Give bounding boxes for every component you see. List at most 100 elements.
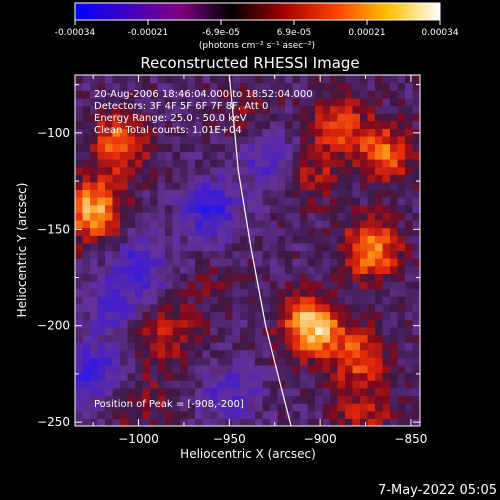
- heatmap-cell: [262, 166, 271, 175]
- heatmap-cell: [217, 250, 226, 259]
- heatmap-cell: [292, 288, 301, 297]
- heatmap-cell: [255, 311, 264, 320]
- heatmap-cell: [315, 120, 324, 130]
- heatmap-cell: [97, 235, 106, 244]
- heatmap-cell: [75, 357, 84, 366]
- heatmap-cell: [277, 197, 286, 206]
- heatmap-cell: [277, 82, 286, 91]
- heatmap-cell: [90, 128, 99, 137]
- heatmap-cell: [232, 136, 241, 145]
- heatmap-cell: [90, 97, 99, 107]
- heatmap-cell: [360, 97, 369, 107]
- heatmap-cell: [307, 181, 316, 191]
- heatmap-cell: [277, 364, 286, 374]
- heatmap-cell: [202, 319, 211, 328]
- heatmap-cell: [172, 97, 181, 107]
- heatmap-cell: [142, 212, 151, 221]
- heatmap-cell: [232, 105, 241, 114]
- heatmap-cell: [142, 372, 151, 381]
- heatmap-cell: [360, 372, 369, 381]
- heatmap-cell: [255, 273, 264, 282]
- heatmap-cell: [142, 364, 151, 374]
- heatmap-cell: [390, 235, 399, 244]
- heatmap-cell: [202, 75, 211, 84]
- heatmap-cell: [270, 311, 279, 320]
- heatmap-cell: [360, 418, 369, 426]
- heatmap-cell: [285, 136, 294, 145]
- heatmap-cell: [352, 212, 361, 221]
- heatmap-cell: [262, 288, 271, 297]
- heatmap-cell: [135, 258, 144, 267]
- heatmap-cell: [75, 151, 84, 160]
- heatmap-cell: [180, 189, 189, 198]
- heatmap-cell: [330, 410, 339, 419]
- heatmap-cell: [105, 288, 114, 297]
- heatmap-cell: [157, 143, 166, 152]
- heatmap-cell: [187, 357, 196, 366]
- heatmap-cell: [270, 342, 279, 351]
- footer-date: 7-May-2022 05:05: [378, 483, 497, 498]
- heatmap-cell: [75, 281, 84, 290]
- heatmap-cell: [270, 403, 279, 412]
- heatmap-cell: [382, 189, 391, 198]
- heatmap-cell: [82, 258, 91, 267]
- heatmap-cell: [172, 120, 181, 130]
- heatmap-cell: [337, 197, 346, 206]
- heatmap-cell: [195, 372, 204, 381]
- heatmap-cell: [300, 319, 309, 328]
- heatmap-cell: [240, 189, 249, 198]
- heatmap-cell: [135, 403, 144, 412]
- heatmap-cell: [105, 197, 114, 206]
- heatmap-cell: [97, 204, 106, 213]
- heatmap-cell: [112, 334, 121, 343]
- heatmap-cell: [105, 75, 114, 84]
- heatmap-cell: [90, 380, 99, 389]
- heatmap-cell: [82, 296, 91, 305]
- heatmap-cell: [315, 158, 324, 168]
- heatmap-cell: [210, 82, 219, 91]
- heatmap-cell: [180, 82, 189, 91]
- heatmap-cell: [232, 250, 241, 259]
- heatmap-cell: [397, 219, 406, 229]
- heatmap-cell: [330, 90, 339, 99]
- heatmap-cell: [180, 319, 189, 328]
- heatmap-cell: [405, 105, 414, 114]
- heatmap-cell: [120, 242, 129, 252]
- heatmap-cell: [112, 319, 121, 328]
- info-clean-counts: Clean Total counts: 1.01E+04: [94, 125, 242, 136]
- heatmap-cell: [292, 326, 301, 336]
- heatmap-cell: [277, 235, 286, 244]
- heatmap-cell: [352, 181, 361, 191]
- heatmap-cell: [412, 113, 420, 122]
- heatmap-cell: [210, 250, 219, 259]
- heatmap-cell: [367, 303, 376, 313]
- heatmap-cell: [105, 204, 114, 213]
- heatmap-cell: [157, 120, 166, 130]
- heatmap-cell: [330, 97, 339, 107]
- heatmap-cell: [405, 349, 414, 358]
- heatmap-cell: [247, 82, 256, 91]
- heatmap-cell: [285, 364, 294, 374]
- heatmap-cell: [225, 242, 234, 252]
- heatmap-cell: [187, 380, 196, 389]
- heatmap-cell: [277, 395, 286, 404]
- heatmap-cell: [322, 166, 331, 175]
- heatmap-cell: [300, 334, 309, 343]
- heatmap-cell: [90, 342, 99, 351]
- heatmap-cell: [352, 242, 361, 252]
- heatmap-cell: [375, 151, 384, 160]
- heatmap-cell: [292, 357, 301, 366]
- heatmap-cell: [232, 90, 241, 99]
- heatmap-cell: [157, 128, 166, 137]
- heatmap-cell: [217, 197, 226, 206]
- heatmap-cell: [270, 410, 279, 419]
- heatmap-cell: [165, 296, 174, 305]
- heatmap-cell: [375, 380, 384, 389]
- heatmap-cell: [105, 403, 114, 412]
- heatmap-cell: [180, 151, 189, 160]
- heatmap-cell: [255, 97, 264, 107]
- heatmap-cell: [97, 349, 106, 358]
- heatmap-cell: [292, 113, 301, 122]
- heatmap-cell: [105, 151, 114, 160]
- heatmap-cell: [367, 128, 376, 137]
